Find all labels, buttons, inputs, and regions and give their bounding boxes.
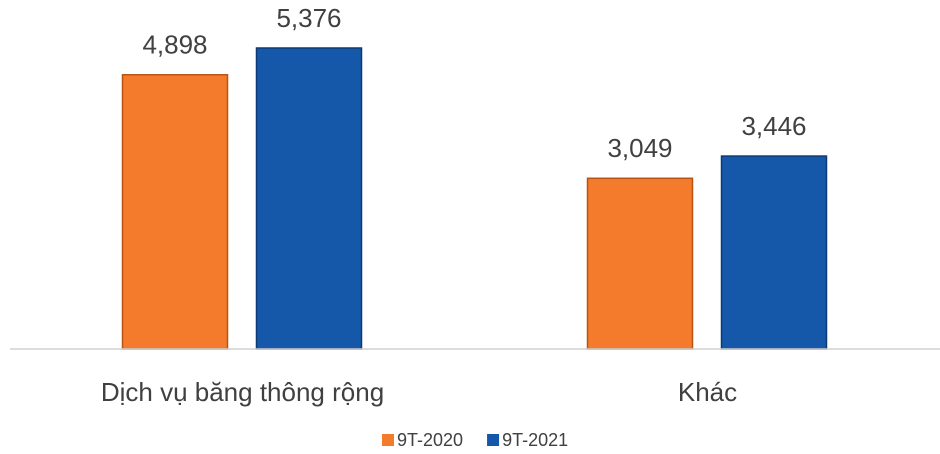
legend-label: 9T-2021 [502, 430, 568, 450]
legend-label: 9T-2020 [397, 430, 463, 450]
bar [586, 177, 694, 350]
data-label: 3,446 [741, 111, 806, 141]
bar [255, 47, 363, 350]
data-label: 5,376 [276, 3, 341, 33]
legend-swatch [487, 434, 500, 446]
bar [720, 155, 828, 350]
data-label: 3,049 [607, 133, 672, 163]
bar [121, 74, 229, 350]
legend-swatch [382, 434, 394, 446]
x-tick-label: Dịch vụ băng thông rộng [101, 377, 384, 407]
x-tick-label: Khác [678, 377, 737, 407]
data-label: 4,898 [142, 30, 207, 60]
